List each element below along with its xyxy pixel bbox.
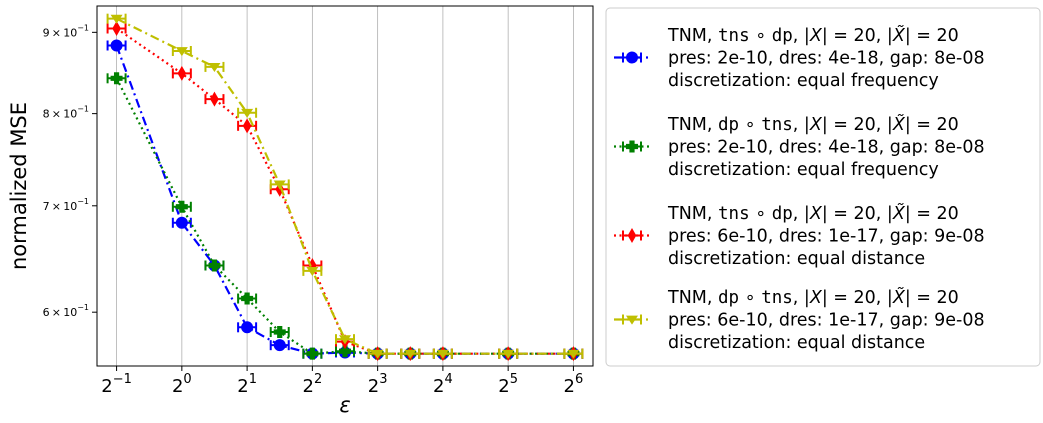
series-line-4	[116, 17, 574, 355]
x-tick-label: 22	[303, 372, 323, 397]
x-tick-label: 20	[172, 372, 192, 397]
data-point	[106, 72, 127, 85]
data-point	[432, 348, 453, 359]
x-tick-label: 26	[564, 372, 584, 397]
data-point	[335, 334, 356, 345]
series-layer	[106, 13, 584, 362]
data-point	[269, 179, 290, 190]
data-point	[237, 107, 258, 118]
plot-area	[97, 6, 593, 366]
legend-label-line1: TNM, dp ∘ tns, |X| = 20, |X̃| = 20	[667, 114, 959, 135]
y-axis-title: normalized MSE	[7, 102, 31, 270]
data-point	[302, 347, 323, 360]
x-axis-title: ε	[339, 393, 350, 417]
x-axis-ticks: 2−1 20 21 22 23 24 25 26	[101, 366, 583, 397]
legend-label-line2: pres: 2e-10, dres: 4e-18, gap: 8e-08	[668, 49, 985, 69]
legend-marker	[622, 140, 642, 153]
legend-label-line3: discretization: equal distance	[668, 249, 925, 269]
data-point	[171, 45, 192, 57]
data-point	[237, 292, 258, 305]
y-tick-label: 9 × 10−1	[43, 23, 89, 39]
legend-marker	[622, 314, 642, 325]
legend: TNM, tns ∘ dp, |X| = 20, |X̃| = 20 pres: …	[605, 7, 1041, 367]
data-point	[171, 216, 192, 229]
legend-entry: TNM, tns ∘ dp, |X| = 20, |X̃| = 20 pres: …	[614, 203, 985, 269]
series-line-1	[115, 45, 574, 355]
data-point	[106, 39, 127, 52]
legend-label-line1: TNM, tns ∘ dp, |X| = 20, |X̃| = 20	[667, 25, 959, 46]
x-tick-label: 21	[237, 372, 257, 397]
data-point	[237, 321, 258, 334]
legend-label-line2: pres: 2e-10, dres: 4e-18, gap: 8e-08	[668, 138, 985, 158]
legend-label-line2: pres: 6e-10, dres: 1e-17, gap: 9e-08	[668, 311, 985, 331]
data-point	[269, 339, 290, 352]
x-tick-label: 23	[368, 372, 388, 397]
data-point	[106, 13, 127, 24]
legend-label-line3: discretization: equal frequency	[668, 160, 939, 180]
data-point	[302, 265, 323, 276]
x-tick-label: 24	[433, 372, 453, 397]
data-point	[204, 259, 225, 272]
y-tick-label: 6 × 10−1	[43, 303, 89, 319]
data-point	[563, 348, 584, 359]
data-point	[400, 348, 421, 359]
legend-entry: TNM, dp ∘ tns, |X| = 20, |X̃| = 20 pres: …	[614, 114, 985, 180]
data-point	[171, 65, 192, 81]
data-point	[204, 61, 225, 73]
data-point	[204, 91, 225, 107]
series-line-3	[115, 27, 574, 355]
legend-label-line1: TNM, tns ∘ dp, |X| = 20, |X̃| = 20	[667, 203, 959, 224]
data-point	[171, 200, 192, 213]
data-point	[106, 21, 127, 37]
data-point	[269, 326, 290, 339]
data-point	[498, 348, 519, 359]
legend-label-line2: pres: 6e-10, dres: 1e-17, gap: 9e-08	[668, 227, 985, 247]
legend-marker	[622, 228, 642, 243]
data-point	[367, 348, 388, 359]
legend-entry: TNM, tns ∘ dp, |X| = 20, |X̃| = 20 pres: …	[614, 25, 985, 91]
legend-label-line1: TNM, dp ∘ tns, |X| = 20, |X̃| = 20	[667, 287, 959, 308]
y-axis-ticks: 6 × 10−1 7 × 10−1 8 × 10−1 9 × 10−1	[43, 23, 97, 319]
legend-label-line3: discretization: equal frequency	[668, 71, 939, 91]
series-line-2	[115, 77, 574, 355]
plot-frame	[96, 5, 594, 367]
legend-frame	[605, 7, 1041, 367]
legend-entry: TNM, dp ∘ tns, |X| = 20, |X̃| = 20 pres: …	[614, 287, 985, 353]
x-tick-label: 2−1	[101, 372, 132, 397]
legend-label-line3: discretization: equal distance	[668, 333, 925, 353]
y-tick-label: 8 × 10−1	[43, 105, 89, 121]
legend-marker	[622, 51, 642, 64]
y-tick-label: 7 × 10−1	[43, 197, 89, 213]
x-tick-label: 25	[498, 372, 518, 397]
data-point	[335, 345, 356, 358]
